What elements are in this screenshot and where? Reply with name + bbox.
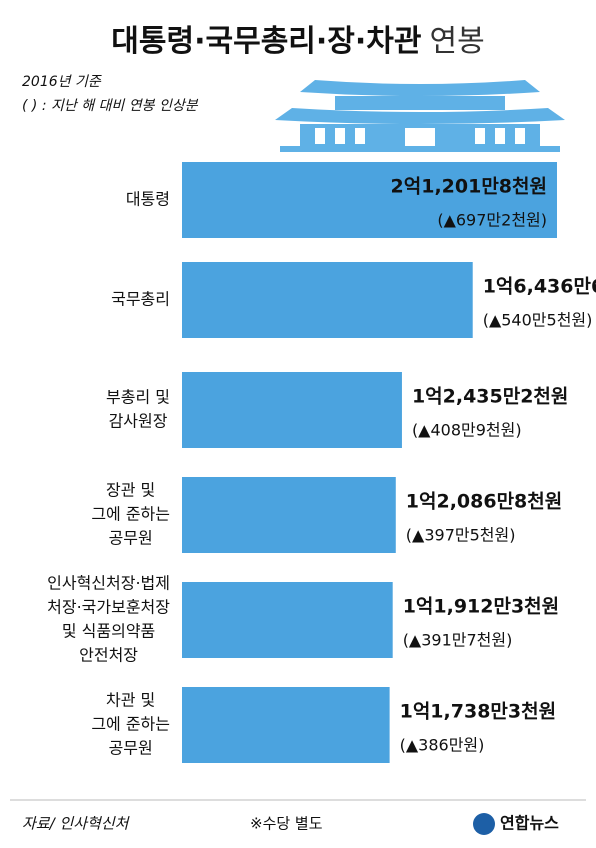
category-line: 공무원 <box>109 739 153 758</box>
bar <box>182 687 390 763</box>
bar <box>182 582 393 658</box>
value-label: 2억1,201만8천원 <box>391 176 547 198</box>
category-line: 차관 및 <box>106 691 155 710</box>
category-line: 및 식품의약품 <box>62 622 155 641</box>
category-line: 그에 준하는 <box>91 505 170 524</box>
title-suffix: 연봉 <box>430 24 485 59</box>
value-label: 1억2,435만2천원 <box>412 386 568 408</box>
bar <box>182 162 557 238</box>
bar <box>182 262 473 338</box>
value-label: 1억1,912만3천원 <box>403 596 559 618</box>
credit-logo <box>473 813 495 835</box>
category-line: 그에 준하는 <box>91 715 170 734</box>
category-line: 공무원 <box>109 529 153 548</box>
title-main: 대통령·국무총리·장·차관 <box>111 24 421 59</box>
chart-title: 대통령·국무총리·장·차관 연봉 <box>111 24 484 59</box>
category-label: 국무총리 <box>111 290 170 309</box>
bar <box>182 477 396 553</box>
change-label: (▲697만2천원) <box>437 211 547 230</box>
credit: 연합뉴스 <box>500 814 559 833</box>
subtitle: 2016년 기준 <box>22 74 102 90</box>
value-label: 1억2,086만8천원 <box>406 491 562 513</box>
category-label: 대통령 <box>126 190 170 209</box>
note: ※수당 별도 <box>250 815 323 833</box>
change-label: (▲397만5천원) <box>406 526 516 545</box>
category-line: 감사원장 <box>109 412 168 431</box>
category-line: 부총리 및 <box>106 388 170 407</box>
subtitle: ( ) : 지난 해 대비 연봉 인상분 <box>22 98 199 114</box>
change-label: (▲391만7천원) <box>403 631 513 650</box>
category-line: 국무총리 <box>111 290 170 309</box>
category-line: 대통령 <box>126 190 170 209</box>
category-line: 인사혁신처장·법제 <box>47 574 170 593</box>
change-label: (▲540만5천원) <box>483 311 593 330</box>
source: 자료/ 인사혁신처 <box>22 815 131 833</box>
value-label: 1억6,436만6천원 <box>483 276 596 298</box>
bar <box>182 372 402 448</box>
change-label: (▲408만9천원) <box>412 421 522 440</box>
value-label: 1억1,738만3천원 <box>400 701 556 723</box>
category-line: 안전처장 <box>79 646 138 665</box>
category-line: 장관 및 <box>106 481 155 500</box>
category-line: 처장·국가보훈처장 <box>47 598 170 617</box>
change-label: (▲386만원) <box>400 736 485 755</box>
palace-windows <box>315 128 525 146</box>
